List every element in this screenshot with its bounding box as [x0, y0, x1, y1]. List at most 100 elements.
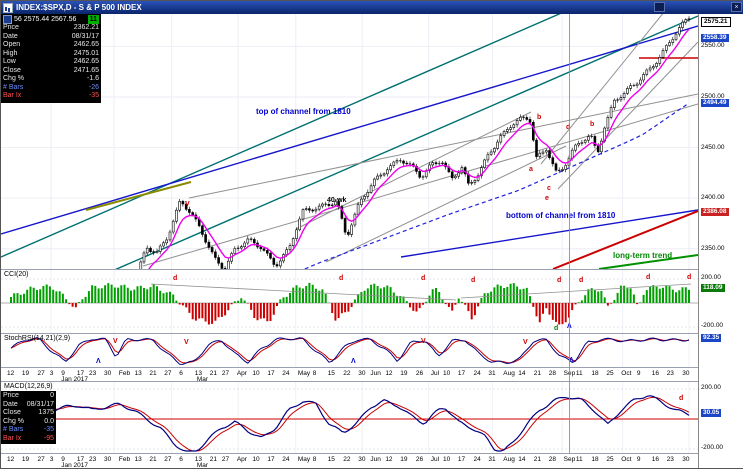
date-axis-label: 27	[221, 456, 230, 463]
date-axis-label: Sep	[563, 456, 576, 463]
prev-price: 2567.56	[51, 16, 77, 23]
date-axis-lower[interactable]: 12 19 27 3 9 17 23 30 Feb 13 21 27 6 13 21 27 Apr 10 17 24 M…	[1, 453, 698, 468]
date-axis-label: 15	[327, 456, 335, 463]
price-axis-label: 2550.00	[701, 42, 725, 50]
close-icon[interactable]: ×	[731, 2, 742, 12]
stoch-axis-label: 92.35	[701, 334, 722, 343]
date-axis-label: 10	[442, 370, 451, 377]
date-axis-label: 18	[591, 456, 599, 463]
svg-text:long-term trend: long-term trend	[613, 251, 672, 260]
date-axis-label: 19	[21, 370, 30, 377]
date-axis-label: 30	[358, 456, 366, 463]
svg-text:bottom of channel from 1810: bottom of channel from 1810	[506, 211, 616, 220]
date-axis-label: Jul	[430, 370, 440, 377]
price-axis-label: 2400.00	[701, 194, 725, 202]
data-row: High 2475.01	[3, 49, 99, 57]
date-axis-label: Aug	[503, 370, 515, 377]
macd-axis-label: 200.00	[701, 384, 721, 391]
stochrsi-panel[interactable]: V V V V Λ Λ Λ StochRSI(14,21)(2,9)	[1, 333, 698, 367]
date-axis-label: Feb	[118, 370, 131, 377]
date-axis-label: 19	[21, 456, 30, 463]
date-axis-label: 30	[682, 456, 690, 463]
svg-text:e: e	[545, 195, 549, 202]
date-axis-label: May	[297, 370, 311, 377]
date-axis-label: 11	[575, 456, 583, 463]
data-row: Bar Ix -35	[3, 92, 99, 99]
symbol-count: 56	[14, 16, 22, 23]
date-axis-upper[interactable]: 12 19 27 3 9 17 23 30 Feb 13 21 27 6 13 21 27 Apr 10 17 24 M…	[1, 367, 698, 383]
svg-text:V: V	[113, 338, 118, 345]
date-axis-label: 24	[282, 456, 290, 463]
date-axis-label: 12	[7, 370, 15, 377]
date-axis-label: Jun	[370, 370, 381, 377]
date-axis-label: 28	[548, 370, 556, 377]
date-axis-label: 9	[61, 370, 65, 377]
date-axis-label: 21	[209, 370, 217, 377]
svg-text:d: d	[173, 275, 177, 282]
svg-text:Λ: Λ	[96, 358, 101, 365]
cci-axis-label: 200.00	[701, 274, 721, 281]
svg-text:V: V	[523, 339, 528, 346]
month-axis-label: Mar	[196, 376, 209, 383]
macd-data-window: Price 0 Date 08/31/17 Close 1375 Chg % 0.0 # Bar…	[1, 391, 56, 444]
date-axis-label: 9	[636, 456, 641, 463]
main-chart-panel[interactable]: Va b c d e b 40-wk top of channel from 1810 bott…	[1, 14, 698, 269]
date-axis-label: 10	[252, 370, 260, 377]
price-axis[interactable]: 2575.21 2558.39 2550.00 2500.00 2494.49 2450.…	[698, 14, 743, 468]
data-row: Low 2462.65	[3, 58, 99, 65]
date-axis-label: 17	[76, 370, 85, 377]
date-axis-label: 12	[385, 456, 393, 463]
price-axis-label: 2500.00	[701, 92, 725, 100]
svg-text:d: d	[471, 277, 475, 284]
cci-axis-label: 118.09	[701, 283, 725, 292]
date-axis-label: 13	[134, 456, 142, 463]
data-window-header: 56 2575.44 2567.56 11	[3, 15, 99, 24]
date-axis-label: 3	[49, 370, 54, 377]
date-axis-label: 27	[164, 370, 172, 377]
data-row: Price 2362.21	[3, 24, 99, 31]
date-axis-label: 14	[518, 456, 526, 463]
date-axis-label: 27	[164, 456, 172, 463]
date-axis-label: 12	[7, 456, 15, 463]
date-axis-label: 24	[473, 370, 481, 377]
date-axis-label: 18	[591, 370, 599, 377]
date-axis-label: 23	[666, 370, 674, 377]
toolbar-button[interactable]	[654, 2, 665, 12]
date-axis-label: 9	[61, 456, 65, 463]
date-axis-label: 8	[312, 456, 317, 463]
date-axis-label: 10	[442, 456, 451, 463]
date-axis-label: 26	[415, 370, 424, 377]
data-row: # Bars -26	[3, 83, 99, 91]
data-row: Price 0	[3, 392, 54, 399]
app-icon	[3, 2, 13, 13]
date-axis-label: Aug	[503, 456, 515, 463]
data-row: # Bars -35	[3, 426, 54, 433]
date-axis-label: 11	[575, 370, 583, 377]
date-axis-label: May	[297, 456, 311, 463]
svg-text:V: V	[421, 338, 426, 345]
data-row: Date 08/31/17	[3, 400, 54, 408]
date-axis-label: 22	[343, 370, 351, 377]
date-axis-label: 30	[103, 456, 112, 463]
date-axis-label: 23	[89, 456, 97, 463]
date-axis-label: 23	[666, 456, 674, 463]
stochrsi-label: StochRSI(14,21)(2,9)	[4, 335, 71, 342]
date-axis-label: 17	[76, 456, 85, 463]
date-axis-label: 25	[606, 370, 614, 377]
macd-panel[interactable]: d MACD(12,26,9) Price 0 Date 08/31/17 Close 1…	[1, 381, 698, 453]
crosshair-line	[569, 14, 570, 453]
date-axis-label: 16	[651, 456, 659, 463]
cci-panel[interactable]: dddddddddΛ CCI(20)	[1, 269, 698, 333]
data-row: Chg % 0.0	[3, 417, 54, 425]
title-bar[interactable]: INDEX:$SPX,D - S & P 500 INDEX ×	[1, 1, 743, 14]
last-price: 2575.44	[23, 16, 50, 23]
date-axis-label: 10	[252, 456, 260, 463]
data-window: 56 2575.44 2567.56 11 Price 2362.21 Date 08…	[1, 14, 101, 103]
data-window-rows: Price 2362.21 Date 08/31/17 Open 2462.65 High 2…	[3, 24, 99, 101]
mini-chart-icon	[3, 15, 12, 24]
svg-text:Λ: Λ	[569, 357, 574, 364]
svg-text:d: d	[339, 275, 343, 282]
date-axis-label: 21	[533, 456, 542, 463]
date-axis-label: Jul	[430, 456, 440, 463]
date-axis-label: 27	[221, 370, 230, 377]
